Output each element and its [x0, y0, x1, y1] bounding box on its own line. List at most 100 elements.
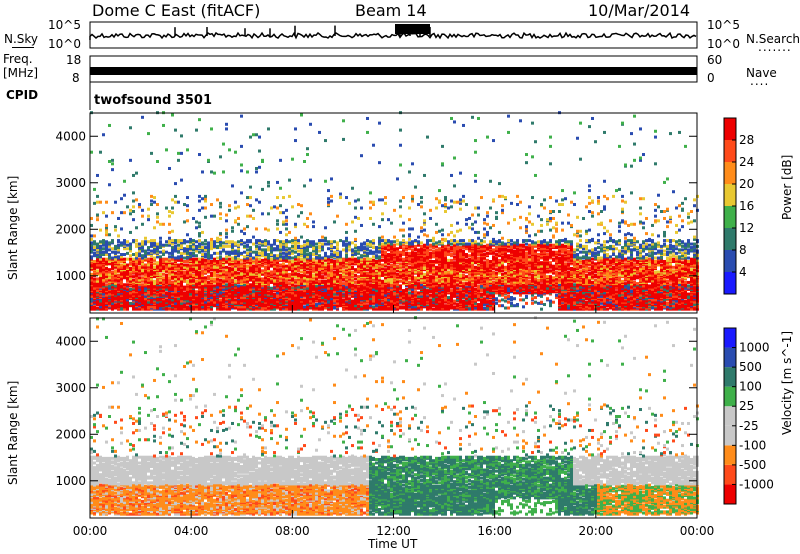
heatmap-cell — [174, 244, 177, 248]
heatmap-cell — [93, 277, 96, 281]
heatmap-cell — [267, 212, 270, 216]
heatmap-cell — [165, 148, 168, 152]
heatmap-cell — [279, 263, 282, 267]
heatmap-cell — [402, 228, 405, 232]
heatmap-cell — [123, 239, 126, 243]
nave-label: Nave — [746, 66, 777, 80]
heatmap-cell — [129, 291, 132, 295]
heatmap-cell — [156, 261, 159, 265]
heatmap-cell — [246, 264, 249, 268]
heatmap-cell — [246, 243, 249, 247]
heatmap-cell — [96, 213, 99, 217]
heatmap-cell — [174, 256, 177, 260]
heatmap-cell — [372, 250, 375, 254]
heatmap-cell — [147, 132, 150, 136]
heatmap-cell — [117, 216, 120, 220]
heatmap-cell — [207, 241, 210, 245]
heatmap-cell — [408, 227, 411, 231]
heatmap-cell — [105, 214, 108, 218]
heatmap-cell — [387, 253, 390, 257]
heatmap-cell — [225, 255, 228, 259]
heatmap-cell — [357, 275, 360, 279]
heatmap-cell — [141, 268, 144, 272]
heatmap-cell — [195, 220, 198, 224]
heatmap-cell — [132, 263, 135, 267]
heatmap-cell — [324, 262, 327, 266]
heatmap-cell — [342, 119, 345, 123]
heatmap-cell — [126, 265, 129, 269]
heatmap-cell — [90, 301, 93, 305]
heatmap-cell — [300, 290, 303, 294]
heatmap-cell — [99, 305, 102, 309]
heatmap-cell — [282, 196, 285, 200]
heatmap-cell — [123, 193, 126, 197]
heatmap-cell — [336, 247, 339, 251]
heatmap-cell — [114, 228, 117, 232]
heatmap-cell — [198, 239, 201, 243]
heatmap-cell — [213, 240, 216, 244]
heatmap-cell — [111, 158, 114, 162]
heatmap-cell — [108, 260, 111, 263]
heatmap-cell — [165, 206, 168, 210]
heatmap-cell — [240, 251, 243, 255]
heatmap-cell — [387, 265, 390, 269]
heatmap-cell — [138, 303, 141, 307]
heatmap-cell — [309, 178, 312, 182]
heatmap-cell — [177, 158, 180, 162]
heatmap-cell — [162, 123, 165, 127]
heatmap-cell — [147, 218, 150, 222]
heatmap-cell — [117, 264, 120, 268]
heatmap-cell — [120, 227, 123, 231]
heatmap-cell — [99, 248, 102, 252]
heatmap-cell — [378, 236, 381, 240]
heatmap-cell — [279, 204, 282, 208]
heatmap-cell — [249, 135, 252, 139]
heatmap-cell — [156, 220, 159, 224]
heatmap-cell — [183, 239, 186, 243]
freq-unit-label: [MHz] — [3, 66, 39, 80]
heatmap-cell — [291, 239, 294, 243]
heatmap-cell — [240, 163, 243, 167]
heatmap-cell — [153, 250, 156, 254]
heatmap-cell — [273, 239, 276, 243]
heatmap-cell — [177, 151, 180, 155]
heatmap-cell — [174, 239, 177, 243]
heatmap-cell — [309, 240, 312, 244]
heatmap-cell — [270, 270, 273, 274]
heatmap-cell — [396, 242, 399, 246]
heatmap-cell — [108, 255, 111, 259]
heatmap-cell — [330, 264, 333, 268]
heatmap-cell — [96, 173, 99, 177]
heatmap-cell — [396, 264, 399, 268]
heatmap-cell — [153, 248, 156, 252]
heatmap-cell — [156, 203, 159, 207]
heatmap-cell — [324, 279, 327, 283]
heatmap-cell — [222, 142, 225, 146]
heatmap-cell — [135, 278, 138, 282]
heatmap-cell — [114, 278, 117, 282]
heatmap-cell — [399, 214, 402, 218]
heatmap-cell — [345, 236, 348, 240]
heatmap-cell — [141, 307, 144, 311]
heatmap-cell — [153, 239, 156, 243]
heatmap-cell — [150, 283, 153, 287]
heatmap-cell — [381, 212, 384, 216]
heatmap-cell — [342, 282, 345, 286]
heatmap-cell — [354, 237, 357, 241]
heatmap-cell — [210, 254, 213, 258]
heatmap-cell — [93, 234, 96, 238]
heatmap-cell — [300, 211, 303, 215]
heatmap-cell — [399, 305, 402, 309]
heatmap-cell — [240, 262, 243, 266]
heatmap-cell — [105, 272, 108, 276]
heatmap-cell — [141, 240, 144, 244]
heatmap-cell — [261, 240, 264, 244]
heatmap-cell — [330, 194, 333, 198]
heatmap-cell — [99, 261, 102, 265]
heatmap-cell — [357, 246, 360, 250]
heatmap-cell — [219, 212, 222, 216]
heatmap-cell — [144, 254, 147, 258]
heatmap-cell — [345, 222, 348, 226]
heatmap-cell — [165, 240, 168, 244]
heatmap-cell — [201, 170, 204, 174]
